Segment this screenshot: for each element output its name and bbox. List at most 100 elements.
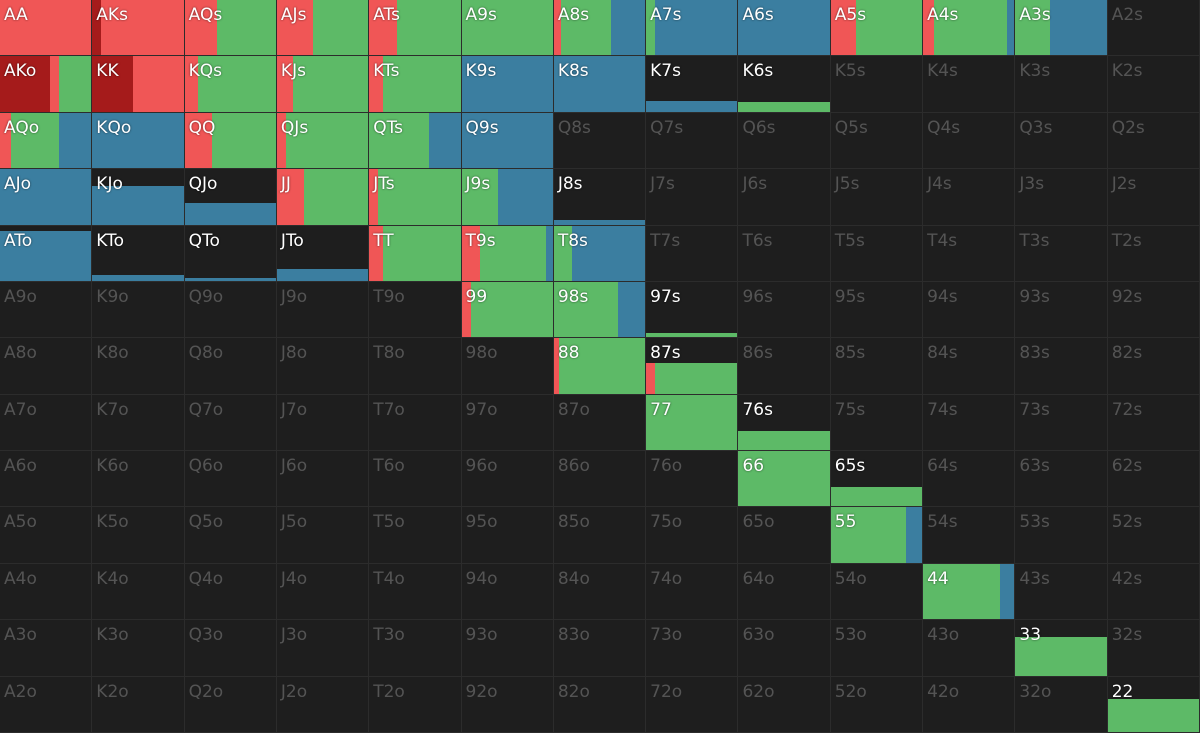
hand-cell: Q6o (184, 451, 276, 507)
hand-label: A3o (4, 625, 37, 646)
hand-fill (830, 0, 923, 56)
action-segment (382, 225, 461, 281)
hand-fill (461, 112, 553, 169)
hand-cell: KQs (184, 56, 276, 112)
hand-cell: KQo (92, 112, 184, 169)
hand-cell: 42o (923, 676, 1015, 732)
action-segment (655, 0, 738, 56)
action-segment (382, 56, 461, 112)
hand-label: 85o (557, 512, 590, 533)
hand-label: T3o (373, 625, 405, 646)
hand-label: Q5s (834, 117, 868, 138)
hand-label: A2s (1111, 5, 1143, 25)
hand-cell: 83o (553, 620, 646, 676)
hand-cell: A5o (0, 507, 92, 563)
hand-label: KJo (96, 174, 123, 195)
hand-label: 82s (1111, 343, 1143, 364)
action-segment (369, 56, 383, 112)
hand-cell: AJs (276, 0, 369, 56)
hand-label: Q3s (1019, 117, 1053, 138)
action-segment (276, 56, 294, 112)
hand-label: J6s (742, 174, 768, 195)
action-segment (461, 169, 499, 225)
hand-cell: K7s (646, 56, 738, 112)
hand-label: K7s (650, 61, 681, 82)
hand-cell: JTs (369, 169, 461, 225)
action-segment (553, 338, 560, 394)
hand-fill (369, 56, 461, 112)
hand-label: 63s (1019, 456, 1050, 477)
hand-label: 33 (1019, 625, 1042, 646)
action-segment (184, 278, 276, 281)
hand-cell: Q8s (553, 112, 646, 169)
hand-label: A4o (4, 568, 37, 589)
hand-label: 65s (834, 456, 866, 477)
hand-cell: 44 (923, 563, 1015, 620)
hand-label: AQs (188, 5, 223, 25)
hand-label: A4s (927, 5, 959, 25)
hand-fill (830, 507, 923, 563)
hand-cell: 64o (738, 563, 830, 620)
action-segment (0, 56, 51, 112)
hand-label: T7o (373, 399, 405, 420)
hand-cell: A9s (461, 0, 553, 56)
hand-cell: 85s (830, 338, 923, 394)
hand-cell: A5s (830, 0, 923, 56)
hand-label: 98s (557, 286, 589, 307)
hand-label: T6o (373, 456, 405, 477)
hand-label: QTo (188, 230, 220, 251)
action-segment (617, 281, 646, 338)
hand-cell: AQs (184, 0, 276, 56)
hand-fill (184, 0, 276, 56)
hand-cell: A6o (0, 451, 92, 507)
hand-label: A8o (4, 343, 37, 364)
hand-label: 84s (927, 343, 958, 364)
hand-cell: K3o (92, 620, 184, 676)
hand-label: 32o (1019, 681, 1052, 702)
hand-cell: T5s (830, 225, 923, 281)
hand-cell: 32o (1015, 676, 1107, 732)
action-segment (553, 225, 573, 281)
hand-cell: 87s (646, 338, 738, 394)
hand-label: 86o (557, 456, 590, 477)
hand-fill (276, 0, 369, 56)
hand-cell: 52o (830, 676, 923, 732)
hand-cell: 96o (461, 451, 553, 507)
hand-label: K5o (96, 512, 129, 533)
hand-label: Q7o (188, 399, 224, 420)
action-segment (0, 112, 11, 169)
hand-label: 95s (834, 286, 866, 307)
hand-cell: J8s (553, 169, 646, 225)
hand-label: J6o (280, 456, 308, 477)
hand-cell: K4s (923, 56, 1015, 112)
hand-label: J5o (280, 512, 308, 533)
hand-cell: Q9o (184, 281, 276, 338)
hand-cell: K5s (830, 56, 923, 112)
hand-label: A6s (742, 5, 774, 25)
hand-cell: JTo (276, 225, 369, 281)
hand-cell: J5o (276, 507, 369, 563)
hand-cell: 99 (461, 281, 553, 338)
hand-label: 74o (650, 568, 683, 589)
hand-cell: Q4s (923, 112, 1015, 169)
hand-fill (92, 112, 184, 169)
action-segment (830, 0, 857, 56)
action-segment (461, 0, 553, 56)
hand-label: 82o (557, 681, 590, 702)
hand-fill (553, 281, 646, 338)
hand-label: Q4s (927, 117, 961, 138)
hand-cell: KJo (92, 169, 184, 225)
hand-label: 55 (834, 512, 857, 533)
hand-cell: J3s (1015, 169, 1107, 225)
action-segment (276, 268, 369, 281)
hand-cell: 82s (1107, 338, 1199, 394)
action-segment (470, 281, 553, 338)
hand-cell: QQ (184, 112, 276, 169)
hand-cell: 82o (553, 676, 646, 732)
hand-fill (0, 0, 92, 56)
hand-cell: K9o (92, 281, 184, 338)
hand-label: Q9o (188, 286, 224, 307)
hand-fill (92, 0, 184, 56)
hand-cell: 94o (461, 563, 553, 620)
hand-cell: 63o (738, 620, 830, 676)
